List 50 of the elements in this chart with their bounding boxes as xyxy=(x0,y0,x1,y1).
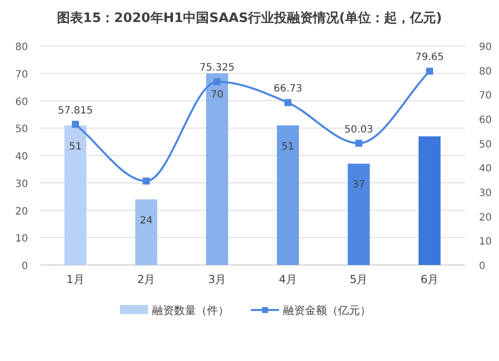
point xyxy=(142,178,150,185)
x-tick-label: 1月 xyxy=(66,273,84,286)
y2-tick-label: 50 xyxy=(479,139,492,150)
data-label: 79.65 xyxy=(415,52,444,64)
y-tick-label: 40 xyxy=(15,152,28,162)
data-label: 51 xyxy=(69,141,82,152)
y2-tick-label: 10 xyxy=(479,236,492,248)
bar xyxy=(348,164,370,265)
y-tick-label: 50 xyxy=(15,124,28,136)
point xyxy=(426,68,434,75)
y2-tick-label: 20 xyxy=(479,212,492,224)
y-tick-label: 20 xyxy=(15,206,28,218)
x-tick-label: 2月 xyxy=(137,273,156,286)
point xyxy=(284,99,292,106)
point xyxy=(355,140,362,147)
bar xyxy=(64,125,86,265)
data-label: 51 xyxy=(282,141,294,152)
point xyxy=(72,120,79,128)
data-label: 70 xyxy=(210,89,224,100)
y-tick-label: 70 xyxy=(15,69,28,80)
y-tick-label: 10 xyxy=(15,234,28,245)
x-tick-label: 4月 xyxy=(278,273,297,286)
data-label: 24 xyxy=(140,215,153,226)
data-label: 57.815 xyxy=(58,105,93,116)
y2-tick-label: 70 xyxy=(479,90,492,102)
x-tick-label: 3月 xyxy=(208,273,226,286)
bar xyxy=(135,199,158,265)
bar xyxy=(206,73,228,265)
y-tick-label: 0 xyxy=(22,261,28,272)
y2-tick-label: 40 xyxy=(479,164,492,175)
legend-label: 融资金额（亿元） xyxy=(283,304,371,317)
y-tick-label: 30 xyxy=(15,178,28,190)
y-tick-label: 60 xyxy=(15,96,28,108)
y2-tick-label: 60 xyxy=(479,115,492,126)
y2-tick-label: 80 xyxy=(479,66,492,78)
y2-tick-label: 30 xyxy=(479,188,492,199)
chart-title: 图表15：2020年H1中国SAAS行业投融资情况(单位：起，亿元) xyxy=(57,10,442,26)
data-label: 37 xyxy=(352,180,366,191)
x-tick-label: 5月 xyxy=(350,273,368,286)
legend-label: 融资数量（件） xyxy=(152,304,229,317)
point xyxy=(214,78,221,86)
bar xyxy=(418,136,441,265)
x-tick-label: 6月 xyxy=(420,273,439,286)
y2-tick-label: 90 xyxy=(479,42,492,53)
y2-tick-label: 0 xyxy=(479,261,486,272)
data-label: 66.73 xyxy=(274,84,302,95)
bar xyxy=(276,125,299,265)
data-label: 50.03 xyxy=(344,124,374,136)
data-label: 75.325 xyxy=(200,62,235,74)
y-tick-label: 80 xyxy=(15,42,28,53)
